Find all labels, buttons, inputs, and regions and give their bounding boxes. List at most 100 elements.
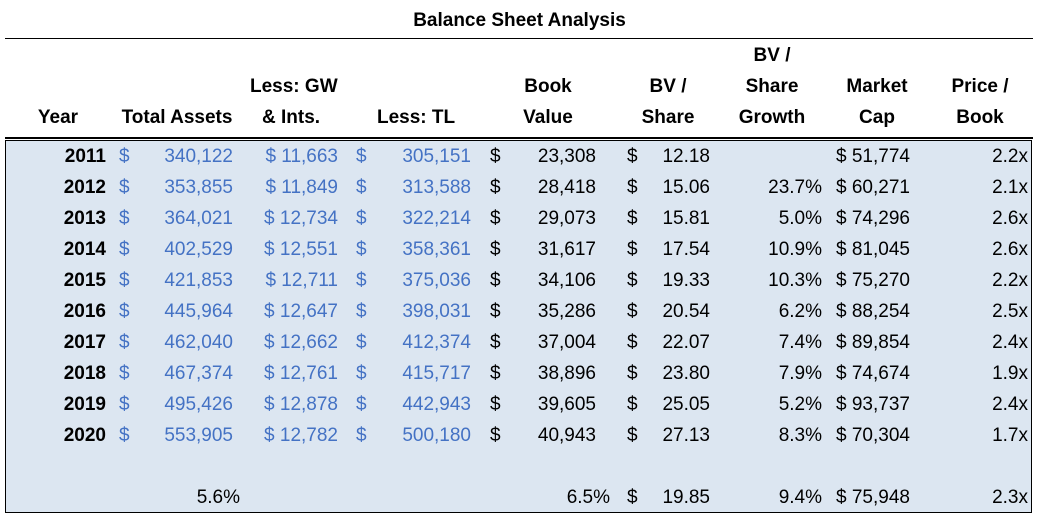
cell-assets-currency: $ — [119, 177, 130, 198]
cell-total-assets: 353,855 — [164, 177, 233, 198]
cell-assets-currency: $ — [119, 332, 130, 353]
cell-price-book: 2.2x — [992, 146, 1028, 167]
data-panel — [5, 140, 1032, 513]
cell-book-currency: $ — [490, 208, 501, 229]
cell-book-value: 31,617 — [537, 239, 596, 260]
cell-bv-share: 19.33 — [662, 270, 710, 291]
summary-bvs: 19.85 — [662, 487, 710, 508]
cell-total-assets: 364,021 — [164, 208, 233, 229]
cell-book-currency: $ — [490, 270, 501, 291]
cell-assets-currency: $ — [119, 270, 130, 291]
cell-total-assets: 421,853 — [164, 270, 233, 291]
cell-market-cap: $ 93,737 — [836, 394, 910, 415]
header-less-gw-line1: Less: GW — [250, 76, 338, 97]
cell-market-cap: $ 89,854 — [836, 332, 910, 353]
cell-assets-currency: $ — [119, 208, 130, 229]
cell-price-book: 2.1x — [992, 177, 1028, 198]
cell-less-gw: $ 12,662 — [264, 332, 338, 353]
cell-bv-share: 22.07 — [662, 332, 710, 353]
summary-pb: 2.3x — [992, 487, 1028, 508]
cell-bv-growth: 23.7% — [768, 177, 822, 198]
title-underline — [5, 38, 1033, 39]
cell-less-tl: 500,180 — [402, 425, 471, 446]
header-total-assets: Total Assets — [121, 107, 233, 128]
cell-bvs-currency: $ — [627, 425, 638, 446]
cell-bvs-currency: $ — [627, 332, 638, 353]
cell-year: 2019 — [63, 394, 106, 415]
cell-total-assets: 340,122 — [164, 146, 233, 167]
cell-market-cap: $ 70,304 — [836, 425, 910, 446]
cell-tl-currency: $ — [356, 332, 367, 353]
cell-bv-share: 15.81 — [662, 208, 710, 229]
cell-total-assets: 553,905 — [164, 425, 233, 446]
cell-year: 2012 — [63, 177, 106, 198]
cell-bvs-currency: $ — [627, 146, 638, 167]
summary-total-assets: 5.6% — [196, 487, 240, 508]
cell-market-cap: $ 60,271 — [836, 177, 910, 198]
cell-bvs-currency: $ — [627, 270, 638, 291]
header-underline — [5, 137, 1033, 139]
header-pb-line2: Book — [956, 107, 1004, 128]
cell-total-assets: 495,426 — [164, 394, 233, 415]
cell-bv-share: 17.54 — [662, 239, 710, 260]
cell-book-value: 28,418 — [537, 177, 596, 198]
cell-bvs-currency: $ — [627, 363, 638, 384]
cell-bvs-currency: $ — [627, 239, 638, 260]
cell-price-book: 1.9x — [992, 363, 1028, 384]
cell-bvs-currency: $ — [627, 301, 638, 322]
cell-assets-currency: $ — [119, 425, 130, 446]
cell-less-gw: $ 12,647 — [264, 301, 338, 322]
cell-bv-growth: 10.3% — [768, 270, 822, 291]
header-growth-line1: BV / — [753, 45, 791, 66]
cell-tl-currency: $ — [356, 146, 367, 167]
cell-market-cap: $ 74,674 — [836, 363, 910, 384]
cell-assets-currency: $ — [119, 394, 130, 415]
cell-book-value: 34,106 — [537, 270, 596, 291]
cell-book-currency: $ — [490, 301, 501, 322]
header-less-tl: Less: TL — [377, 107, 456, 128]
cell-assets-currency: $ — [119, 363, 130, 384]
cell-bv-share: 25.05 — [662, 394, 710, 415]
cell-price-book: 2.2x — [992, 270, 1028, 291]
cell-less-tl: 358,361 — [402, 239, 471, 260]
summary-growth: 9.4% — [778, 487, 822, 508]
summary-bvs-currency: $ — [627, 487, 638, 508]
cell-book-value: 23,308 — [537, 146, 596, 167]
cell-tl-currency: $ — [356, 301, 367, 322]
header-pb-line1: Price / — [951, 76, 1009, 97]
cell-tl-currency: $ — [356, 425, 367, 446]
cell-price-book: 2.6x — [992, 239, 1028, 260]
cell-bv-share: 23.80 — [662, 363, 710, 384]
sheet-title: Balance Sheet Analysis — [413, 10, 626, 31]
cell-bvs-currency: $ — [627, 394, 638, 415]
cell-less-gw: $ 11,849 — [265, 177, 338, 198]
cell-market-cap: $ 88,254 — [836, 301, 910, 322]
cell-book-value: 38,896 — [537, 363, 596, 384]
cell-tl-currency: $ — [356, 394, 367, 415]
cell-year: 2016 — [63, 301, 106, 322]
cell-less-tl: 412,374 — [402, 332, 471, 353]
cell-less-gw: $ 12,878 — [264, 394, 338, 415]
cell-book-value: 35,286 — [537, 301, 596, 322]
cell-total-assets: 467,374 — [164, 363, 233, 384]
header-growth-line2: Share — [745, 76, 799, 97]
cell-bvs-currency: $ — [627, 208, 638, 229]
cell-year: 2018 — [63, 363, 106, 384]
cell-less-tl: 305,151 — [402, 146, 471, 167]
cell-tl-currency: $ — [356, 208, 367, 229]
cell-less-tl: 313,588 — [402, 177, 471, 198]
cell-book-currency: $ — [490, 146, 501, 167]
cell-less-tl: 398,031 — [402, 301, 471, 322]
cell-tl-currency: $ — [356, 270, 367, 291]
cell-bv-growth: 5.2% — [778, 394, 822, 415]
cell-bv-share: 27.13 — [662, 425, 710, 446]
cell-market-cap: $ 81,045 — [836, 239, 910, 260]
cell-year: 2011 — [64, 146, 106, 167]
cell-less-gw: $ 12,782 — [264, 425, 338, 446]
cell-market-cap: $ 75,270 — [836, 270, 910, 291]
cell-less-tl: 375,036 — [402, 270, 471, 291]
cell-bv-growth: 8.3% — [778, 425, 822, 446]
cell-book-currency: $ — [490, 363, 501, 384]
cell-total-assets: 445,964 — [164, 301, 233, 322]
cell-book-currency: $ — [490, 177, 501, 198]
